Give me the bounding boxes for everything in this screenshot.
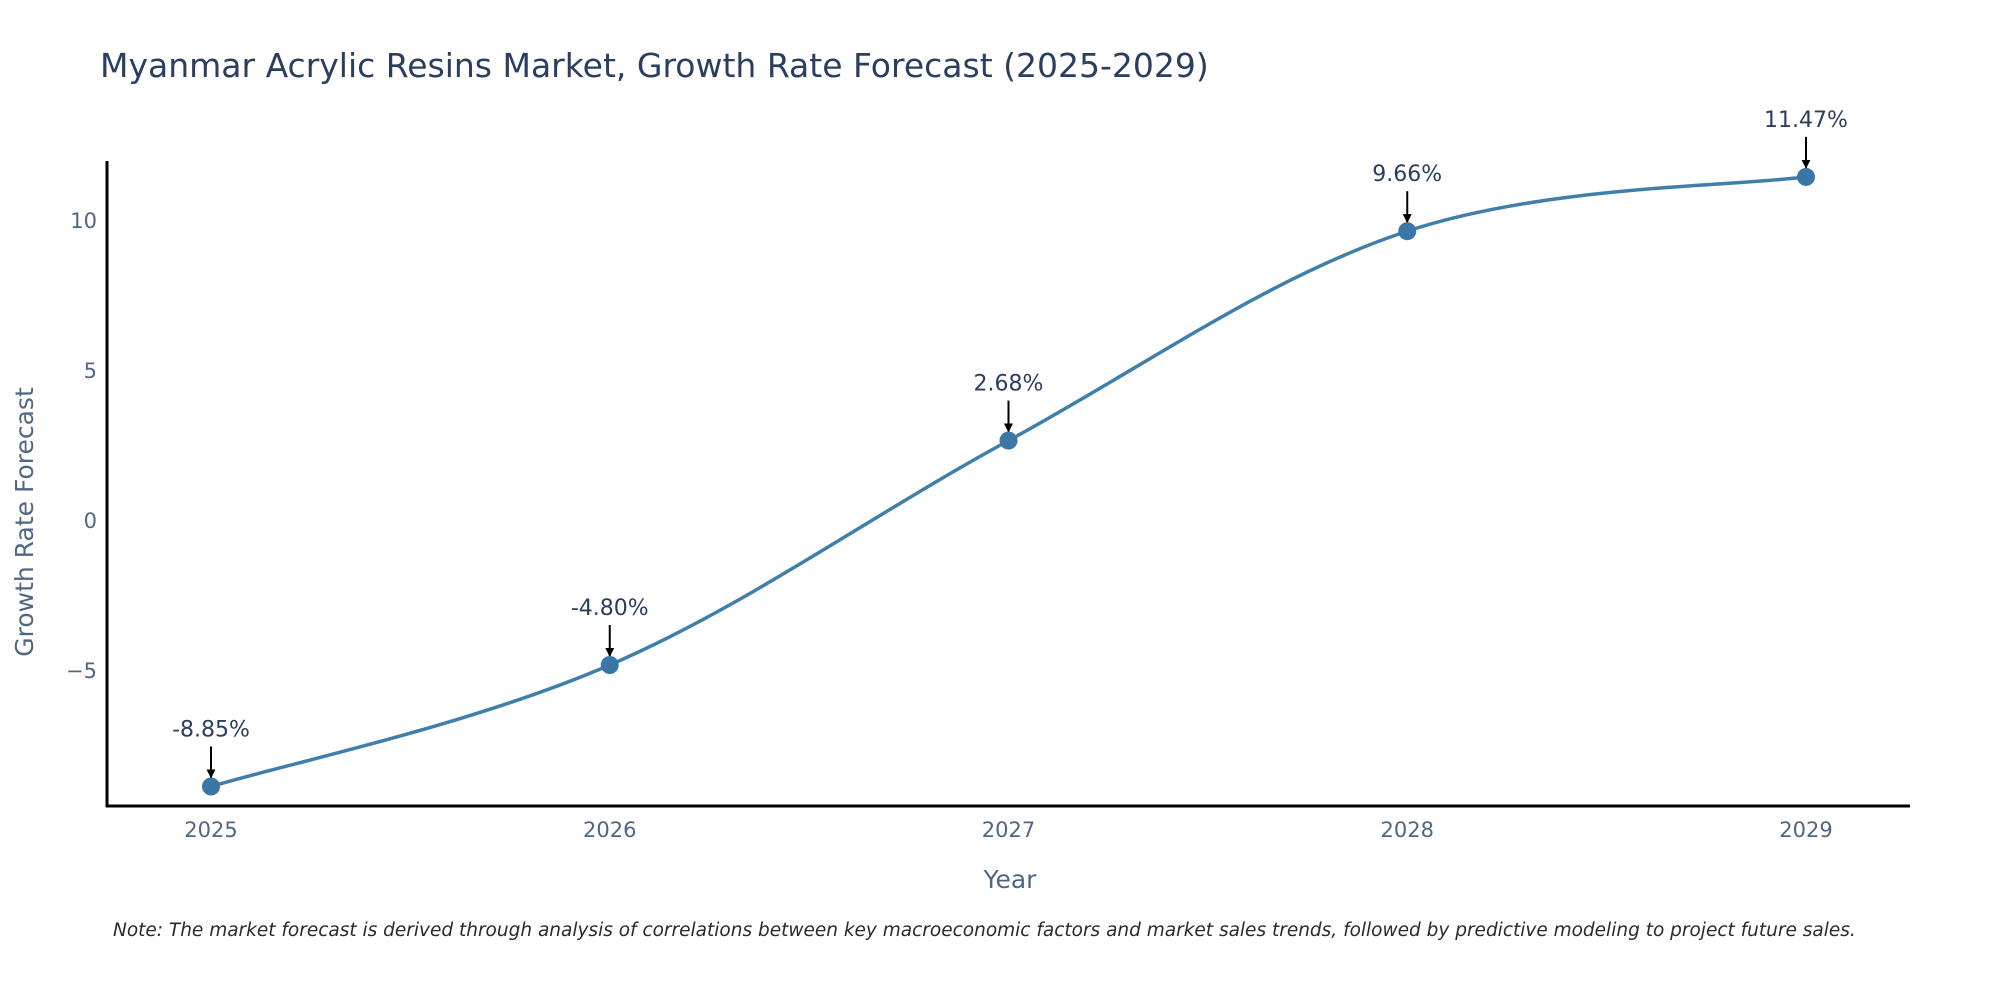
- y-tick-label: −5: [66, 659, 97, 683]
- series-line: [209, 175, 1808, 789]
- data-label: 9.66%: [1372, 162, 1442, 187]
- data-point: [1398, 222, 1417, 241]
- data-label: -4.80%: [571, 596, 649, 621]
- data-label: -8.85%: [172, 718, 250, 743]
- y-tick-label: 10: [70, 209, 97, 233]
- y-tick-label: 5: [84, 359, 97, 383]
- data-point: [600, 656, 619, 674]
- x-axis-title: Year: [983, 865, 1038, 894]
- data-label: 11.47%: [1764, 108, 1848, 133]
- chart-title: Myanmar Acrylic Resins Market, Growth Ra…: [100, 46, 1209, 85]
- data-point: [202, 777, 220, 796]
- chart-note: Note: The market forecast is derived thr…: [113, 920, 1856, 941]
- x-tick-label: 2027: [982, 818, 1035, 842]
- data-point: [999, 431, 1018, 450]
- x-tick-label: 2028: [1381, 818, 1434, 842]
- x-tick-label: 2025: [184, 818, 237, 842]
- x-tick-label: 2026: [583, 818, 636, 842]
- y-axis-title: Growth Rate Forecast: [10, 387, 39, 657]
- data-point: [1797, 167, 1815, 186]
- data-label: 2.68%: [974, 372, 1044, 397]
- x-tick-label: 2029: [1779, 818, 1832, 842]
- y-tick-label: 0: [84, 509, 97, 533]
